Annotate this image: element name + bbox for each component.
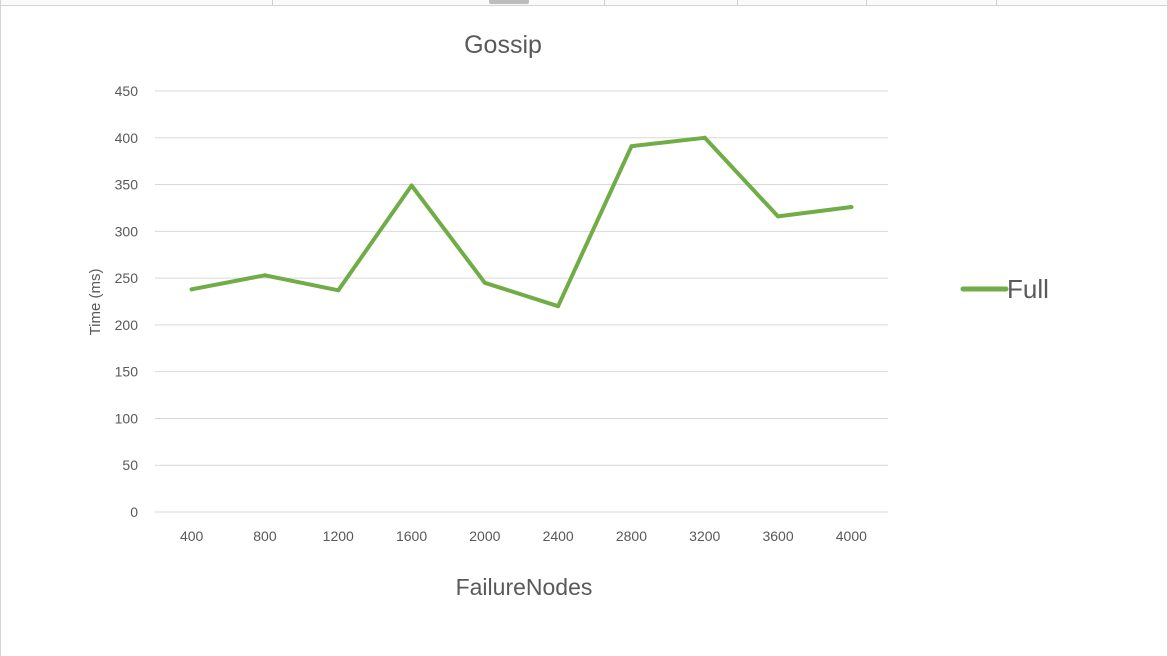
x-tick-label: 3200 <box>689 528 720 544</box>
sheet-column-divider <box>604 0 605 5</box>
data-point <box>482 280 487 285</box>
series-group <box>189 135 854 309</box>
data-point <box>776 214 781 219</box>
y-tick-label: 400 <box>115 130 139 146</box>
legend-label-full: Full <box>1007 274 1049 304</box>
sheet-column-header-strip <box>0 0 1168 6</box>
y-tick-label: 300 <box>115 223 139 239</box>
y-tick-label: 150 <box>115 364 139 380</box>
y-axis-title: Time (ms) <box>87 269 104 336</box>
x-axis-title: FailureNodes <box>456 574 593 600</box>
y-tick-label: 250 <box>115 270 139 286</box>
data-point <box>556 304 561 309</box>
x-tick-label: 2800 <box>616 528 647 544</box>
x-tick-label: 800 <box>253 528 277 544</box>
y-tick-label: 450 <box>115 83 139 99</box>
x-tick-label: 2000 <box>469 528 500 544</box>
x-tick-label: 1600 <box>396 528 427 544</box>
chart-resize-handle[interactable] <box>489 0 529 4</box>
data-point <box>189 287 194 292</box>
data-point <box>849 205 854 210</box>
data-point <box>629 144 634 149</box>
x-tick-label: 4000 <box>836 528 867 544</box>
x-tick-label: 400 <box>180 528 204 544</box>
sheet-column-divider <box>866 0 867 5</box>
y-tick-label: 350 <box>115 177 139 193</box>
data-point <box>409 183 414 188</box>
sheet-column-divider <box>996 0 997 5</box>
data-point <box>702 135 707 140</box>
y-tick-label: 100 <box>115 410 139 426</box>
y-tick-label: 200 <box>115 317 139 333</box>
x-tick-label: 2400 <box>543 528 574 544</box>
chart-border-left <box>0 0 1 656</box>
y-tick-label: 50 <box>122 457 138 473</box>
x-axis-ticks: 400 800 1200 1600 2000 2400 2800 3200 3600 4000 <box>180 528 867 544</box>
x-tick-label: 3600 <box>762 528 793 544</box>
chart-title: Gossip <box>464 31 542 59</box>
y-tick-label: 0 <box>130 504 138 520</box>
gridlines <box>155 90 888 513</box>
sheet-column-divider <box>737 0 738 5</box>
x-tick-label: 1200 <box>323 528 354 544</box>
sheet-column-divider <box>272 0 273 5</box>
data-point <box>262 273 267 278</box>
series-line-full <box>189 135 854 309</box>
y-axis-ticks: 0 50 100 150 200 250 300 350 400 450 <box>115 83 139 520</box>
legend[interactable]: Full <box>960 274 1049 304</box>
data-point <box>336 288 341 293</box>
